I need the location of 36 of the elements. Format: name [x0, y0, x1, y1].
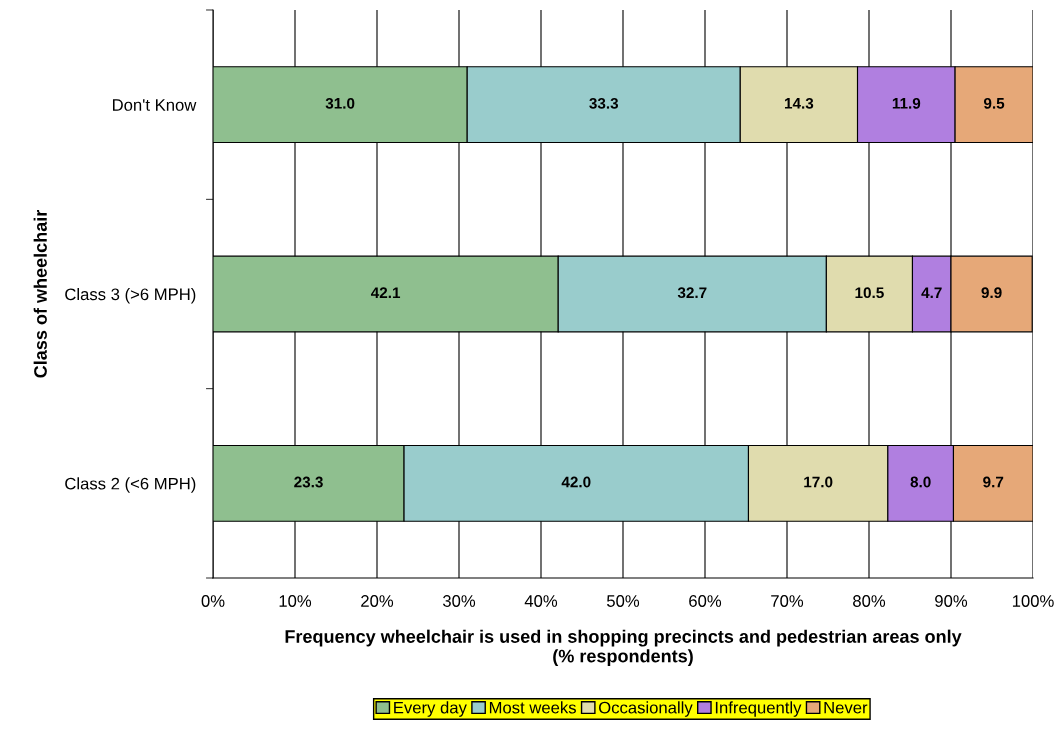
x-tick-label: 50% — [606, 595, 640, 607]
data-label: 17.0 — [804, 476, 833, 488]
y-tick-label: Class 3 (>6 MPH) — [65, 287, 196, 304]
x-tick-label: 80% — [853, 595, 886, 607]
data-label: 10.5 — [855, 287, 884, 299]
y-tick-label: Class 2 (<6 MPH) — [65, 477, 196, 493]
y-axis-title: Class of wheelchair — [33, 209, 47, 378]
data-label: 14.3 — [784, 97, 814, 109]
data-label: 8.0 — [910, 476, 931, 488]
data-label: 9.9 — [981, 287, 1002, 299]
data-label: 23.3 — [294, 476, 323, 488]
data-label: 42.1 — [370, 287, 401, 298]
x-tick-label: 60% — [689, 595, 722, 607]
legend-label: Never — [824, 701, 868, 714]
data-label: 11.9 — [892, 97, 921, 109]
x-tick-label: 90% — [935, 595, 968, 607]
legend-label: Infrequently — [715, 701, 802, 717]
legend-label: Every day — [394, 701, 467, 717]
x-tick-label: 0% — [201, 595, 225, 607]
data-label: 9.7 — [983, 476, 1004, 488]
data-label: 4.7 — [921, 287, 942, 298]
data-label: 42.0 — [561, 476, 591, 488]
legend-label: Most weeks — [489, 701, 576, 714]
x-tick-label: 10% — [279, 595, 312, 607]
x-tick-label: 100% — [1012, 595, 1054, 607]
data-label: 32.7 — [677, 287, 707, 299]
x-tick-label: 70% — [771, 595, 804, 607]
legend-label: Occasionally — [599, 701, 693, 717]
y-tick-label: Don't Know — [112, 99, 197, 111]
data-label: 9.5 — [983, 97, 1005, 109]
x-tick-label: 30% — [442, 595, 476, 607]
data-label: 33.3 — [589, 97, 619, 109]
x-axis-title: Frequency wheelchair is used in shopping precincts and pedestrian areas only (% respondents) — [285, 629, 962, 667]
data-label: 31.0 — [325, 97, 355, 109]
x-tick-label: 20% — [361, 595, 394, 607]
x-tick-label: 40% — [524, 595, 558, 607]
